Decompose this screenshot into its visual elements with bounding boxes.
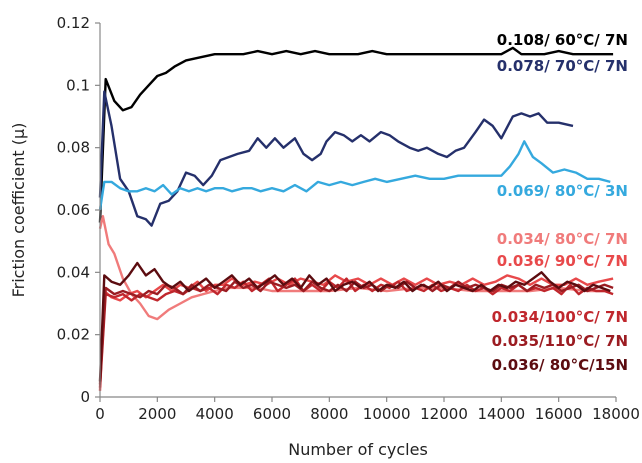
x-axis-title: Number of cycles	[288, 440, 428, 459]
annotation-60c-7n: 0.108/ 60°C/ 7N	[497, 31, 628, 49]
y-axis-title: Friction coefficient (µ)	[9, 123, 28, 298]
y-tick-label: 0.04	[57, 263, 90, 281]
y-tick-label: 0.06	[57, 201, 90, 219]
annotation-90c-7n: 0.036/ 90°C/ 7N	[497, 252, 628, 270]
x-tick-label: 0	[95, 405, 105, 423]
annotation-80c-7n: 0.034/ 80°C/ 7N	[497, 230, 628, 248]
x-tick-label: 16000	[535, 405, 583, 423]
x-tick-label: 2000	[138, 405, 176, 423]
annotation-110c-7n: 0.035/110°C/ 7N	[492, 332, 628, 350]
y-tick-label: 0.08	[57, 139, 90, 157]
series-line-0	[98, 46, 614, 223]
x-tick-label: 12000	[420, 405, 468, 423]
annotation-80c-15n: 0.036/ 80°C/15N	[492, 356, 628, 374]
ticks-layer: 0 0.02 0.04 0.06 0.08 0.1 0.12 0 2000 4000 6000 800…	[57, 14, 640, 423]
y-tick-label: 0	[80, 388, 90, 406]
series-line-7	[98, 261, 611, 382]
annotation-80c-3n: 0.069/ 80°C/ 3N	[497, 182, 628, 200]
series-layer	[98, 46, 614, 391]
series-line-6	[98, 280, 614, 385]
series-line-1	[98, 90, 574, 227]
series-line-2	[98, 140, 611, 211]
x-tick-label: 10000	[363, 405, 411, 423]
y-tick-label: 0.12	[57, 14, 90, 32]
x-tick-label: 8000	[310, 405, 348, 423]
y-tick-label: 0.1	[66, 76, 90, 94]
annotation-70c-7n: 0.078/ 70°C/ 7N	[497, 57, 628, 75]
annotation-100c-7n: 0.034/100°C/ 7N	[492, 308, 628, 326]
annotation-layer: 0.108/ 60°C/ 7N 0.078/ 70°C/ 7N 0.069/ 8…	[492, 31, 628, 374]
x-tick-label: 4000	[196, 405, 234, 423]
x-tick-label: 6000	[253, 405, 291, 423]
y-tick-label: 0.02	[57, 326, 90, 344]
x-tick-label: 18000	[592, 405, 640, 423]
x-tick-label: 14000	[477, 405, 525, 423]
